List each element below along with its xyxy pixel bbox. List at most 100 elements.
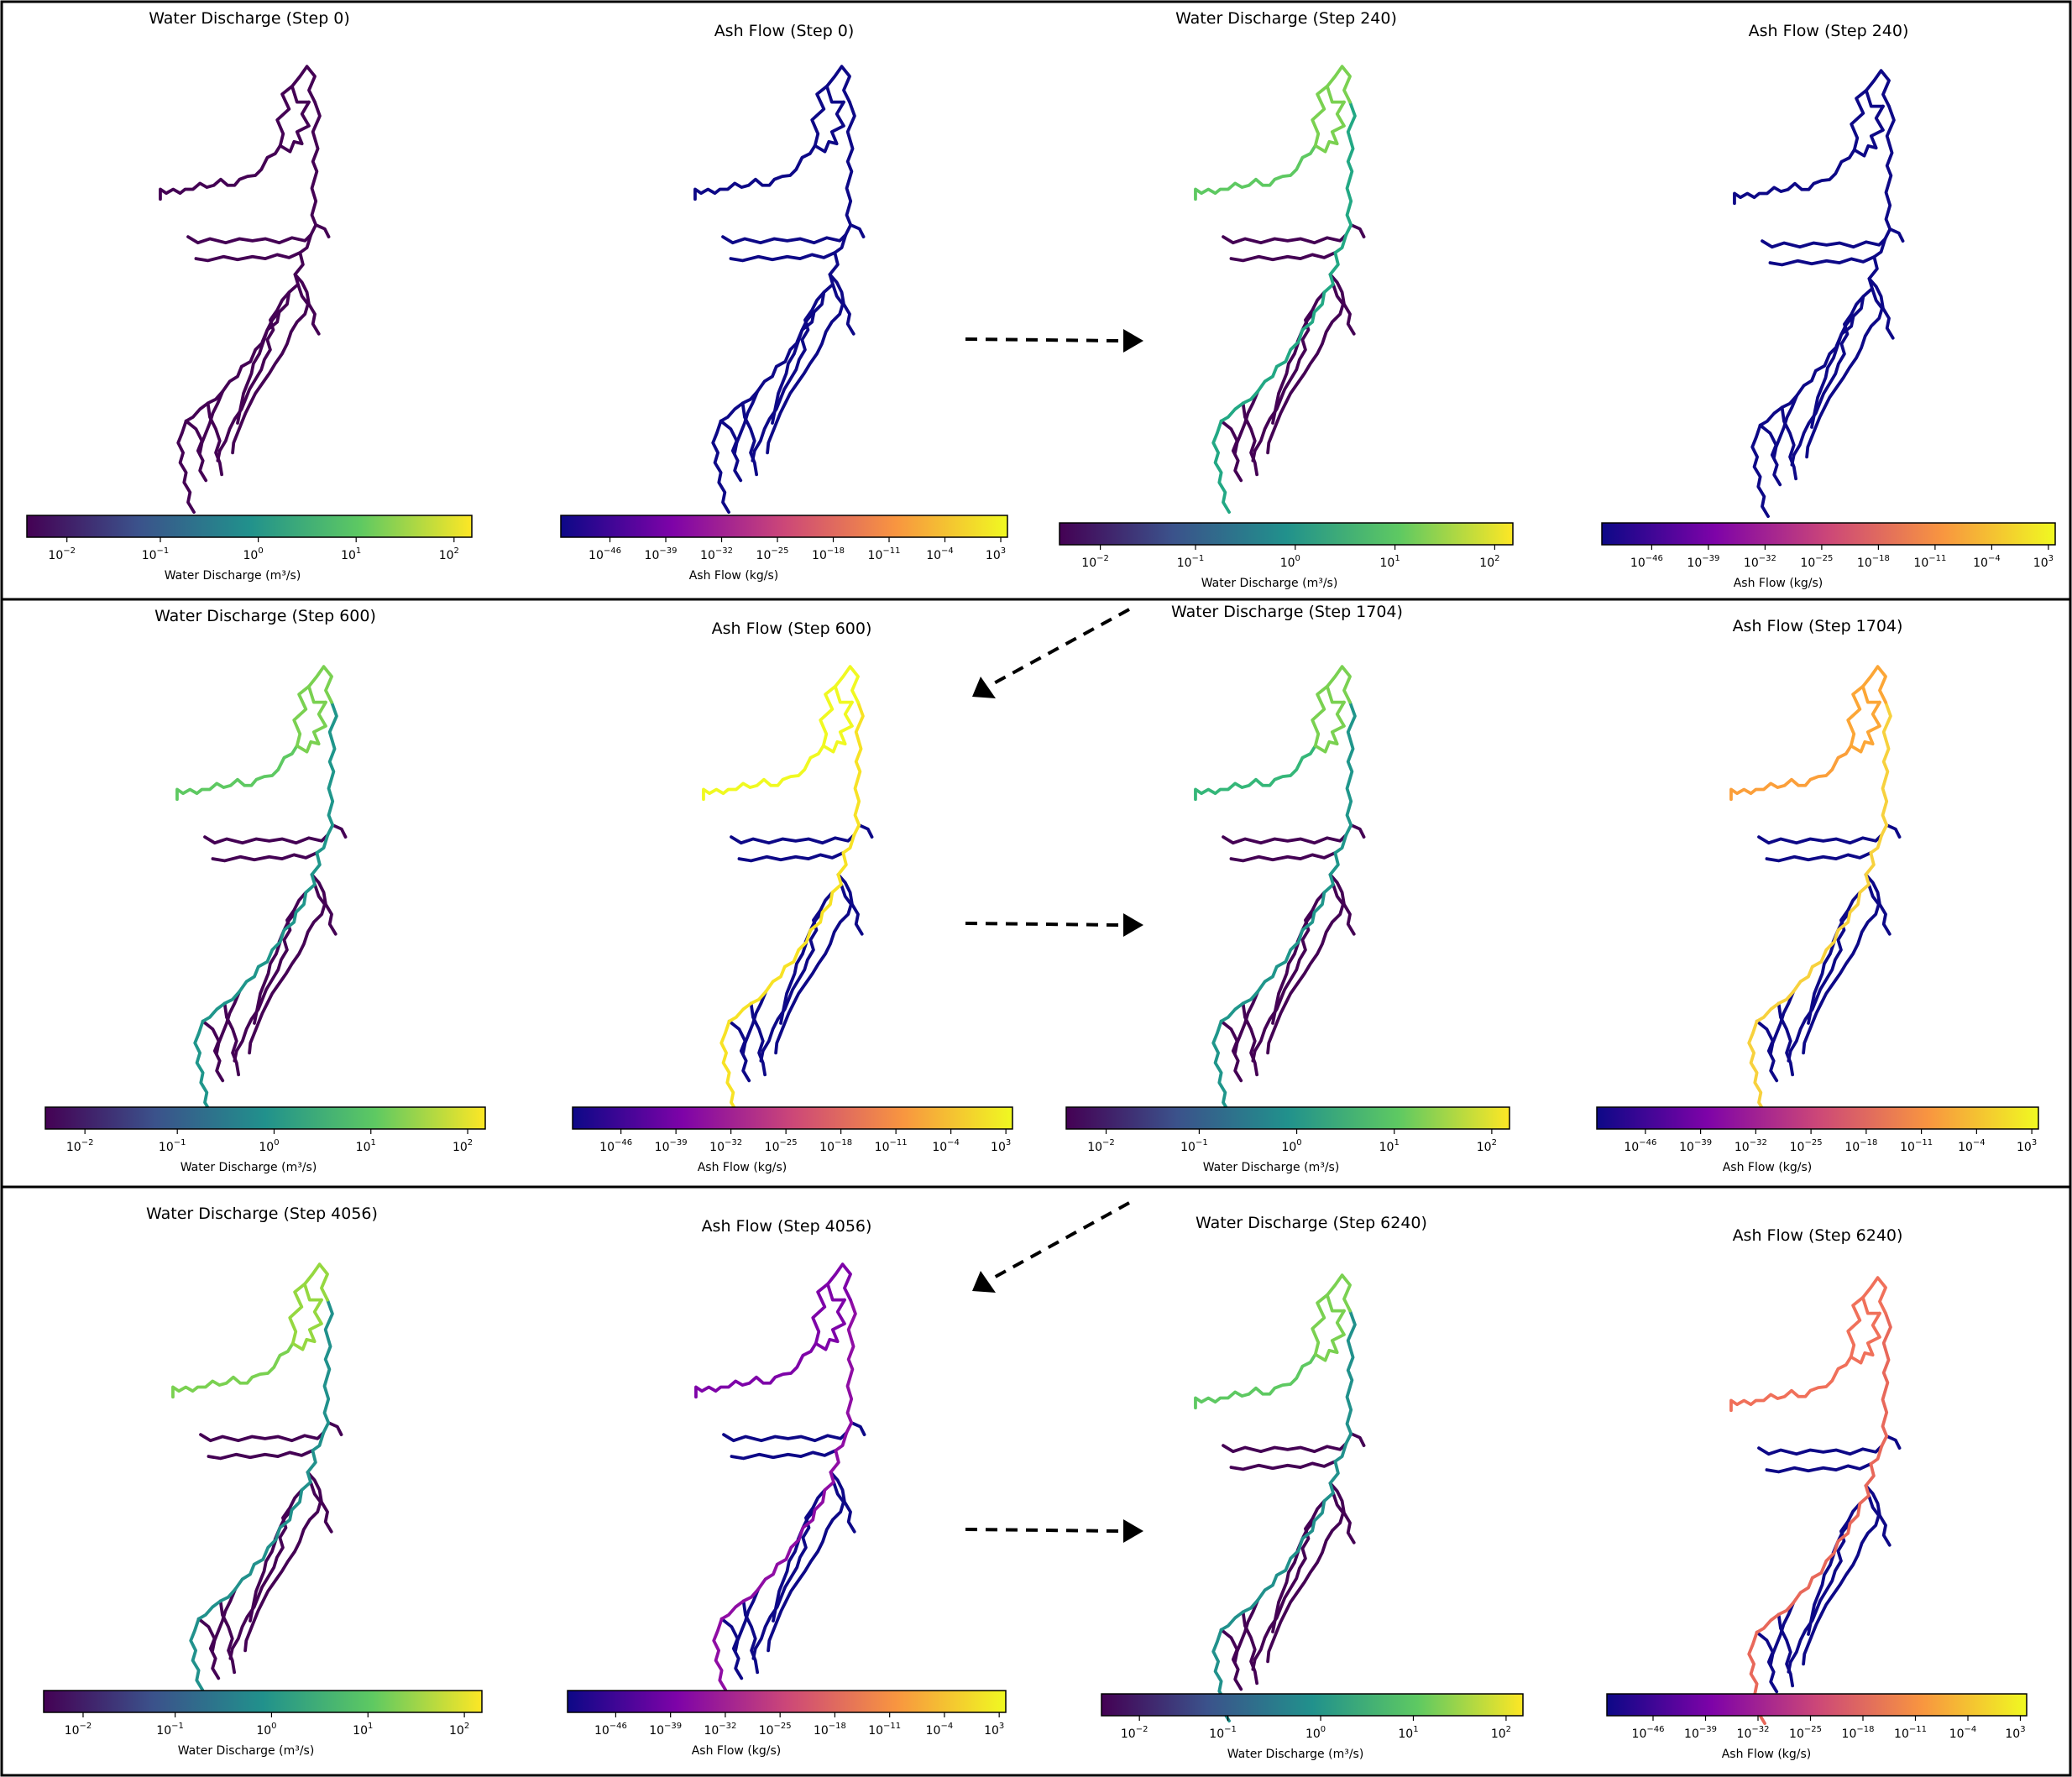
river-segment-main (184, 233, 313, 423)
water-colorbar: 10−2 10−1 100 101 102 Water Discharge (m³/s) (26, 515, 473, 583)
colorbar-tick-label: 102 (453, 1138, 473, 1154)
river-segment-up (825, 65, 851, 104)
colorbar-tick-label: 10−2 (1081, 554, 1109, 570)
colorbar-tick-label: 103 (991, 1138, 1011, 1154)
river-segment-side (849, 223, 866, 239)
colorbar-tick-label: 101 (1379, 554, 1400, 570)
river-segment-main (193, 1019, 212, 1115)
colorbar-tick-label: 100 (256, 1722, 276, 1738)
colorbar-tick-label: 101 (353, 1722, 373, 1738)
colorbar-tick-label: 102 (439, 546, 459, 562)
colorbar-tick-label: 10−1 (1209, 1725, 1237, 1741)
river-segment-up (834, 665, 860, 704)
river-segment-trib (1776, 1001, 1795, 1077)
colorbar-gradient (567, 1690, 1007, 1713)
river-network-panel-10 (694, 1262, 866, 1712)
river-segment-trib (203, 833, 330, 845)
colorbar-gradient (1606, 1693, 2028, 1717)
river-segment-left (171, 1341, 295, 1399)
river-segment-trib (740, 401, 759, 477)
river-segment-main (1750, 423, 1770, 519)
colorbar-tick-label: 101 (356, 1138, 376, 1154)
river-segment-trib (236, 340, 265, 425)
panel-title: Water Discharge (Step 6240) (1196, 1214, 1427, 1232)
river-network-panel-12 (1729, 1276, 1902, 1726)
river-segment-trib (222, 1001, 241, 1077)
river-segment-trib (1266, 1491, 1345, 1664)
river-segment-trib (1787, 891, 1862, 1063)
colorbar-label: Water Discharge (m³/s) (165, 569, 301, 583)
river-segment-trib (759, 891, 835, 1063)
river-segment-main (1219, 1441, 1348, 1632)
river-segment-trib (1761, 237, 1887, 249)
river-segment-main (309, 100, 322, 237)
river-segment-trib (218, 1599, 237, 1675)
river-segment-trib (1271, 1549, 1300, 1633)
colorbar-tick-label: 103 (2033, 554, 2054, 570)
river-segment-main (1883, 104, 1896, 241)
colorbar-tick-label: 103 (986, 546, 1006, 562)
colorbar-tick-label: 10−25 (1789, 1725, 1822, 1741)
river-segment-trib (231, 282, 310, 455)
river-segment-main (1344, 700, 1357, 837)
colorbar-tick-label: 10−2 (66, 1138, 94, 1154)
river-segment-side (314, 223, 331, 239)
river-segment-trib (1222, 1441, 1348, 1454)
colorbar-tick-label: 10−2 (48, 546, 76, 562)
river-segment-trib (186, 233, 313, 245)
river-segment-left (694, 1341, 818, 1399)
river-segment-trib (741, 1599, 760, 1675)
river-segment-side (1885, 1435, 1902, 1450)
river-segment-trib (766, 282, 845, 455)
river-segment-main (1211, 1019, 1231, 1115)
river-segment-up (813, 100, 845, 154)
colorbar-tick-label: 102 (1477, 1138, 1497, 1154)
colorbar-tick-label: 10−46 (594, 1722, 627, 1738)
colorbar-tick-label: 101 (341, 546, 361, 562)
colorbar-tick-label: 100 (1305, 1725, 1326, 1741)
colorbar-gradient (572, 1106, 1013, 1130)
river-segment-main (727, 833, 856, 1023)
river-segment-main (1344, 1309, 1357, 1445)
colorbar-tick-label: 101 (1398, 1725, 1418, 1741)
river-network-panel-9 (171, 1262, 343, 1712)
river-segment-up (290, 1298, 323, 1351)
river-segment-up (307, 665, 333, 704)
panel-title: Ash Flow (Step 0) (714, 22, 855, 40)
river-segment-trib (1802, 1493, 1881, 1666)
river-segment-trib (196, 1617, 221, 1680)
colorbar-tick-label: 10−25 (765, 1138, 798, 1154)
river-segment-trib (730, 1449, 838, 1461)
river-segment-trib (1757, 1444, 1884, 1456)
river-segment-trib (1271, 340, 1300, 425)
river-segment-trib (233, 891, 308, 1063)
river-segment-up (288, 1282, 306, 1346)
river-segment-trib (1222, 233, 1348, 245)
colorbar-tick-label: 102 (1479, 554, 1499, 570)
colorbar-label: Water Discharge (m³/s) (181, 1161, 317, 1174)
river-segment-main (201, 833, 330, 1023)
colorbar-tick-label: 10−18 (812, 546, 845, 562)
river-segment-trib (737, 851, 845, 863)
river-segment-up (1313, 100, 1346, 154)
colorbar-tick-label: 10−32 (1737, 1725, 1770, 1741)
panel-title: Water Discharge (Step 4056) (146, 1205, 378, 1223)
colorbar-tick-label: 10−25 (756, 546, 789, 562)
river-segment-main (1758, 237, 1887, 427)
river-segment-left (1733, 148, 1856, 206)
colorbar-tick-label: 10−1 (159, 1138, 186, 1154)
river-segment-trib (1241, 401, 1259, 477)
river-segment-main (1880, 700, 1892, 837)
river-segment-trib (772, 1538, 801, 1623)
colorbar-label: Ash Flow (kg/s) (692, 1744, 782, 1758)
river-segment-main (176, 419, 196, 515)
colorbar-tick-label: 10−32 (1744, 554, 1776, 570)
colorbar-tick-label: 10−18 (1842, 1725, 1875, 1741)
river-segment-trib (206, 401, 224, 477)
colorbar-tick-label: 10−39 (1687, 554, 1719, 570)
panel-title: Ash Flow (Step 600) (712, 619, 872, 638)
river-segment-trib (1251, 290, 1326, 463)
river-segment-trib (1241, 1610, 1259, 1686)
river-segment-trib (730, 833, 856, 845)
panel-title: Water Discharge (Step 0) (149, 9, 350, 28)
